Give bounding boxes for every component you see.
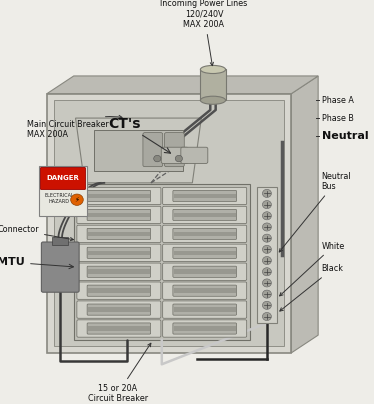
- FancyBboxPatch shape: [87, 247, 151, 258]
- Bar: [174, 326, 236, 331]
- Text: Connector: Connector: [0, 225, 74, 241]
- FancyBboxPatch shape: [161, 147, 188, 164]
- FancyBboxPatch shape: [173, 228, 236, 240]
- Circle shape: [71, 194, 83, 205]
- Bar: [88, 288, 150, 293]
- FancyBboxPatch shape: [143, 133, 163, 167]
- FancyBboxPatch shape: [40, 168, 85, 189]
- Text: MTU: MTU: [0, 257, 73, 269]
- Circle shape: [263, 223, 272, 231]
- FancyBboxPatch shape: [87, 228, 151, 240]
- Polygon shape: [291, 76, 318, 353]
- FancyBboxPatch shape: [181, 147, 208, 164]
- FancyBboxPatch shape: [163, 225, 247, 242]
- Text: CT's: CT's: [109, 117, 171, 153]
- Text: ⚡: ⚡: [74, 197, 79, 203]
- FancyBboxPatch shape: [173, 266, 236, 277]
- Circle shape: [154, 155, 161, 162]
- Circle shape: [263, 234, 272, 242]
- FancyBboxPatch shape: [77, 301, 161, 318]
- Bar: [47, 94, 291, 353]
- FancyBboxPatch shape: [87, 266, 151, 277]
- FancyBboxPatch shape: [42, 242, 79, 292]
- FancyBboxPatch shape: [77, 320, 161, 337]
- Circle shape: [263, 189, 272, 198]
- Bar: [54, 100, 284, 347]
- Text: 15 or 20A
Circuit Breaker: 15 or 20A Circuit Breaker: [88, 343, 151, 403]
- Ellipse shape: [200, 96, 226, 104]
- Bar: [174, 194, 236, 198]
- FancyBboxPatch shape: [77, 244, 161, 261]
- Text: DANGER: DANGER: [46, 175, 79, 181]
- Circle shape: [263, 268, 272, 276]
- Circle shape: [263, 290, 272, 298]
- Polygon shape: [47, 76, 318, 94]
- FancyBboxPatch shape: [173, 323, 236, 334]
- Bar: [200, 69, 226, 100]
- Bar: [88, 269, 150, 274]
- FancyBboxPatch shape: [77, 263, 161, 280]
- Text: Neutral: Neutral: [322, 131, 368, 141]
- FancyBboxPatch shape: [173, 247, 236, 258]
- FancyBboxPatch shape: [165, 133, 184, 167]
- Circle shape: [263, 245, 272, 253]
- Bar: [174, 269, 236, 274]
- FancyBboxPatch shape: [173, 209, 236, 221]
- Bar: [74, 185, 250, 340]
- FancyBboxPatch shape: [163, 263, 247, 280]
- Bar: [88, 213, 150, 217]
- Text: Neutral
Bus: Neutral Bus: [279, 172, 351, 252]
- Bar: [88, 326, 150, 331]
- FancyBboxPatch shape: [163, 244, 247, 261]
- FancyBboxPatch shape: [163, 187, 247, 205]
- Bar: [88, 250, 150, 255]
- FancyBboxPatch shape: [77, 282, 161, 299]
- FancyBboxPatch shape: [87, 190, 151, 202]
- FancyBboxPatch shape: [87, 285, 151, 296]
- FancyBboxPatch shape: [39, 166, 87, 216]
- Text: Main Circuit Breaker
MAX 200A: Main Circuit Breaker MAX 200A: [27, 115, 122, 139]
- Bar: [94, 130, 183, 171]
- Bar: [52, 237, 68, 245]
- Circle shape: [263, 301, 272, 309]
- Circle shape: [263, 257, 272, 265]
- FancyBboxPatch shape: [173, 190, 236, 202]
- FancyBboxPatch shape: [87, 209, 151, 221]
- Bar: [174, 307, 236, 312]
- Text: Incoming Power Lines
120/240V
MAX 200A: Incoming Power Lines 120/240V MAX 200A: [160, 0, 248, 66]
- Bar: [88, 194, 150, 198]
- FancyBboxPatch shape: [87, 304, 151, 315]
- FancyBboxPatch shape: [87, 323, 151, 334]
- FancyBboxPatch shape: [173, 285, 236, 296]
- Text: Black: Black: [280, 264, 344, 311]
- FancyBboxPatch shape: [77, 225, 161, 242]
- Bar: [257, 187, 277, 323]
- Bar: [88, 307, 150, 312]
- Ellipse shape: [200, 65, 226, 74]
- Circle shape: [263, 279, 272, 287]
- Circle shape: [263, 312, 272, 320]
- Bar: [88, 231, 150, 236]
- Text: Phase A: Phase A: [322, 96, 353, 105]
- Circle shape: [263, 200, 272, 208]
- Polygon shape: [76, 118, 201, 183]
- FancyBboxPatch shape: [77, 206, 161, 223]
- FancyBboxPatch shape: [173, 304, 236, 315]
- FancyBboxPatch shape: [163, 282, 247, 299]
- Bar: [174, 231, 236, 236]
- Text: Phase B: Phase B: [322, 114, 353, 122]
- Bar: [174, 250, 236, 255]
- FancyBboxPatch shape: [163, 301, 247, 318]
- FancyBboxPatch shape: [77, 187, 161, 205]
- FancyBboxPatch shape: [163, 320, 247, 337]
- Circle shape: [175, 155, 183, 162]
- FancyBboxPatch shape: [163, 206, 247, 223]
- Text: ELECTRICAL
HAZARD: ELECTRICAL HAZARD: [45, 193, 74, 204]
- Bar: [174, 213, 236, 217]
- Text: White: White: [280, 242, 345, 296]
- Bar: [174, 288, 236, 293]
- Circle shape: [263, 212, 272, 220]
